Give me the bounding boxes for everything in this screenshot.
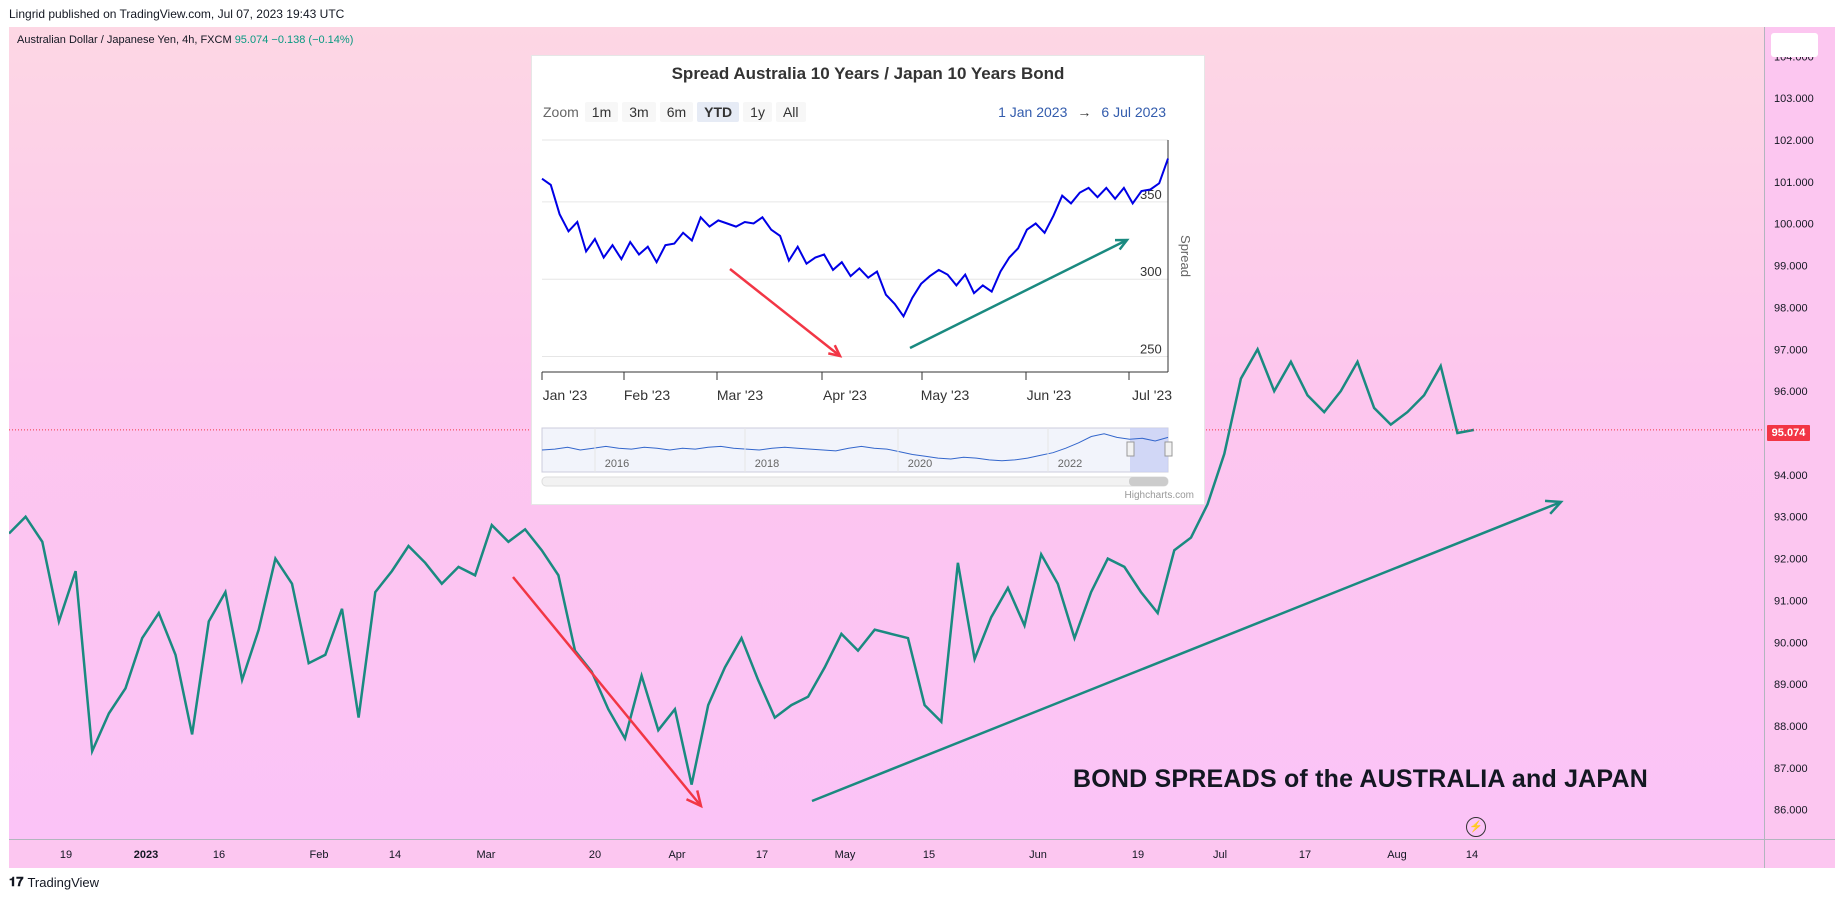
zoom-button-6m[interactable]: 6m — [659, 102, 694, 122]
price-tick-label: 93.000 — [1774, 512, 1808, 524]
price-tick-label: 88.000 — [1774, 721, 1808, 733]
navigator-scrollbar — [541, 476, 1169, 487]
chart-annotation: BOND SPREADS of the AUSTRALIA and JAPAN — [1073, 765, 1648, 793]
zoom-button-ytd[interactable]: YTD — [697, 102, 740, 122]
inset-series-line — [541, 158, 1169, 319]
range-to[interactable]: 6 Jul 2023 — [1101, 104, 1166, 120]
price-tick-label: 89.000 — [1774, 679, 1808, 691]
zoom-button-1m[interactable]: 1m — [584, 102, 619, 122]
price-tick-label: 92.000 — [1774, 554, 1808, 566]
symbol-price: 95.074 — [234, 34, 269, 46]
zoom-button-1y[interactable]: 1y — [743, 102, 772, 122]
inset-up-arrow — [909, 238, 1130, 350]
inset-x-tick-label: Jan '23 — [543, 387, 588, 403]
navigator-handle-right — [1164, 441, 1173, 457]
time-tick-label: Feb — [310, 849, 329, 861]
inset-title: Spread Australia 10 Years / Japan 10 Yea… — [671, 64, 1065, 83]
price-axis-top-box — [1771, 33, 1818, 57]
inset-x-tick-label: May '23 — [921, 387, 970, 403]
inset-x-tick-label: Jun '23 — [1027, 387, 1072, 403]
navigator-year-label: 2016 — [605, 458, 629, 470]
time-tick-label: 2023 — [134, 849, 158, 861]
zoom-label: Zoom — [543, 104, 579, 120]
price-tick-label: 101.000 — [1774, 177, 1814, 189]
time-tick-label: 15 — [923, 849, 935, 861]
range-from[interactable]: 1 Jan 2023 — [998, 104, 1068, 120]
time-tick-label: 20 — [589, 849, 601, 861]
time-axis-labels: 19 2023 16 Feb 14 Mar 20 Apr 17 May 15 Jun 19 Jul 17 Au… — [60, 849, 1478, 861]
inset-y-tick-label: 250 — [1140, 342, 1162, 357]
down-trend-arrow — [512, 576, 703, 809]
time-tick-label: May — [835, 849, 856, 861]
navigator-year-label: 2020 — [908, 458, 932, 470]
axis-corner — [1764, 839, 1835, 868]
price-tick-label: 94.000 — [1774, 470, 1808, 482]
price-tick-label: 91.000 — [1774, 595, 1808, 607]
main-price-chart — [9, 346, 1764, 809]
zoom-button-all[interactable]: All — [775, 102, 806, 122]
navigator-background — [541, 427, 1169, 473]
navigator-year-label: 2018 — [755, 458, 779, 470]
time-tick-label: 14 — [1466, 849, 1478, 861]
footer: 𝟏𝟕 TradingView — [9, 874, 99, 890]
spread-inset-chart: Spread Australia 10 Years / Japan 10 Yea… — [531, 55, 1205, 505]
price-tick-label: 96.000 — [1774, 386, 1808, 398]
footer-brand[interactable]: TradingView — [27, 874, 100, 890]
navigator-selection — [1130, 428, 1168, 472]
tradingview-logo-icon: 𝟏𝟕 — [9, 874, 24, 889]
inset-y-tick-label: 300 — [1140, 264, 1162, 279]
price-tick-label: 87.000 — [1774, 763, 1808, 775]
inset-x-tick-label: Feb '23 — [624, 387, 670, 403]
range-arrow: → — [1077, 104, 1092, 120]
navigator-year-label: 2022 — [1058, 458, 1082, 470]
inset-y-axis-title: Spread — [1178, 235, 1193, 277]
time-tick-label: 17 — [1299, 849, 1311, 861]
time-tick-label: 19 — [60, 849, 72, 861]
date-range: 1 Jan 2023 → 6 Jul 2023 — [998, 104, 1166, 120]
price-tick-label: 98.000 — [1774, 302, 1808, 314]
time-tick-label: 19 — [1132, 849, 1144, 861]
inset-x-tick-label: Mar '23 — [717, 387, 763, 403]
zoom-button-3m[interactable]: 3m — [622, 102, 656, 122]
inset-x-tick-label: Apr '23 — [823, 387, 867, 403]
symbol-name: Australian Dollar / Japanese Yen, 4h, FX… — [17, 34, 232, 46]
price-tick-label: 90.000 — [1774, 637, 1808, 649]
time-tick-label: 16 — [213, 849, 225, 861]
price-tick-label: 100.000 — [1774, 219, 1814, 231]
time-tick-label: Mar — [477, 849, 496, 861]
time-tick-label: Jul — [1213, 849, 1227, 861]
time-axis[interactable]: 19 2023 16 Feb 14 Mar 20 Apr 17 May 15 Jun 19 Jul 17 Au… — [9, 839, 1764, 868]
highcharts-credits[interactable]: Highcharts.com — [1124, 490, 1194, 501]
symbol-change: −0.138 (−0.14%) — [271, 34, 354, 46]
navigator-series — [541, 433, 1169, 462]
inset-x-tick-label: Jul '23 — [1132, 387, 1172, 403]
price-tick-label: 86.000 — [1774, 805, 1808, 817]
navigator-handle-left — [1126, 441, 1135, 457]
time-tick-label: 14 — [389, 849, 401, 861]
price-tick-label: 97.000 — [1774, 344, 1808, 356]
price-tick-label: 103.000 — [1774, 93, 1814, 105]
symbol-legend[interactable]: Australian Dollar / Japanese Yen, 4h, FX… — [17, 34, 353, 46]
price-series-line — [9, 346, 1475, 785]
navigator-scrollbar-thumb — [1129, 477, 1168, 486]
last-price-tag: 95.074 — [1767, 425, 1810, 441]
lightning-icon[interactable]: ⚡ — [1466, 817, 1486, 837]
inset-down-arrow — [729, 268, 843, 358]
time-tick-label: 17 — [756, 849, 768, 861]
time-tick-label: Apr — [668, 849, 685, 861]
up-trend-arrow — [811, 499, 1564, 803]
time-tick-label: Jun — [1029, 849, 1047, 861]
price-tick-label: 99.000 — [1774, 261, 1808, 273]
publish-credit: Lingrid published on TradingView.com, Ju… — [9, 7, 345, 21]
price-axis-labels: 86.000 87.000 88.000 89.000 90.000 91.000 92.0… — [1774, 51, 1814, 817]
price-tick-label: 102.000 — [1774, 135, 1814, 147]
time-tick-label: Aug — [1387, 849, 1407, 861]
zoom-bar: Zoom 1m 3m 6m YTD 1y All — [543, 102, 806, 122]
